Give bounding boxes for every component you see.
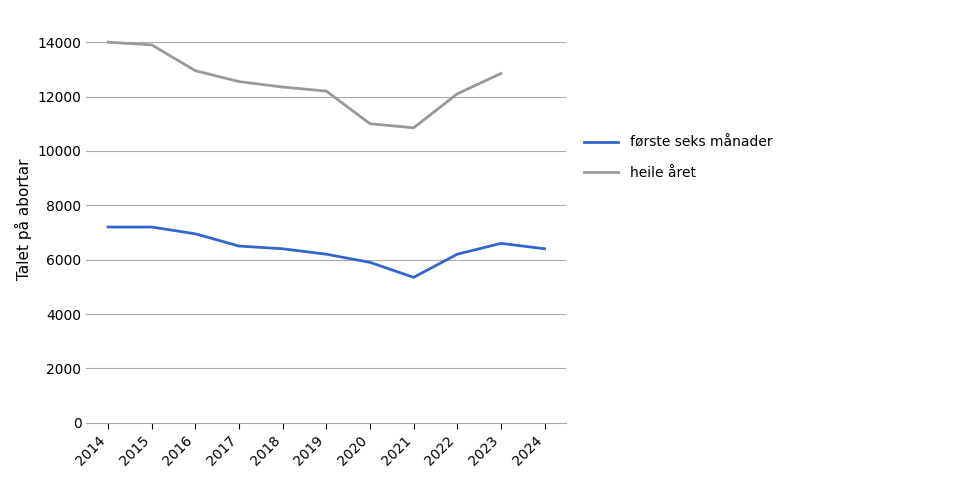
første seks månader bbox=[320, 251, 331, 257]
første seks månader bbox=[407, 274, 419, 280]
heile året bbox=[451, 91, 462, 97]
heile året bbox=[233, 79, 244, 85]
heile året bbox=[102, 39, 113, 45]
Legend: første seks månader, heile året: første seks månader, heile året bbox=[578, 130, 777, 185]
første seks månader bbox=[145, 224, 157, 230]
første seks månader bbox=[494, 241, 506, 246]
heile året bbox=[407, 125, 419, 131]
Y-axis label: Talet på abortar: Talet på abortar bbox=[15, 158, 32, 280]
heile året bbox=[363, 121, 375, 127]
første seks månader bbox=[189, 231, 201, 237]
første seks månader bbox=[233, 243, 244, 249]
første seks månader bbox=[276, 246, 288, 252]
heile året bbox=[276, 84, 288, 90]
heile året bbox=[494, 71, 506, 76]
første seks månader bbox=[102, 224, 113, 230]
første seks månader bbox=[451, 251, 462, 257]
heile året bbox=[320, 88, 331, 94]
heile året bbox=[189, 68, 201, 73]
Line: heile året: heile året bbox=[108, 42, 500, 128]
heile året bbox=[145, 42, 157, 48]
første seks månader bbox=[538, 246, 549, 252]
Line: første seks månader: første seks månader bbox=[108, 227, 544, 277]
første seks månader bbox=[363, 259, 375, 265]
